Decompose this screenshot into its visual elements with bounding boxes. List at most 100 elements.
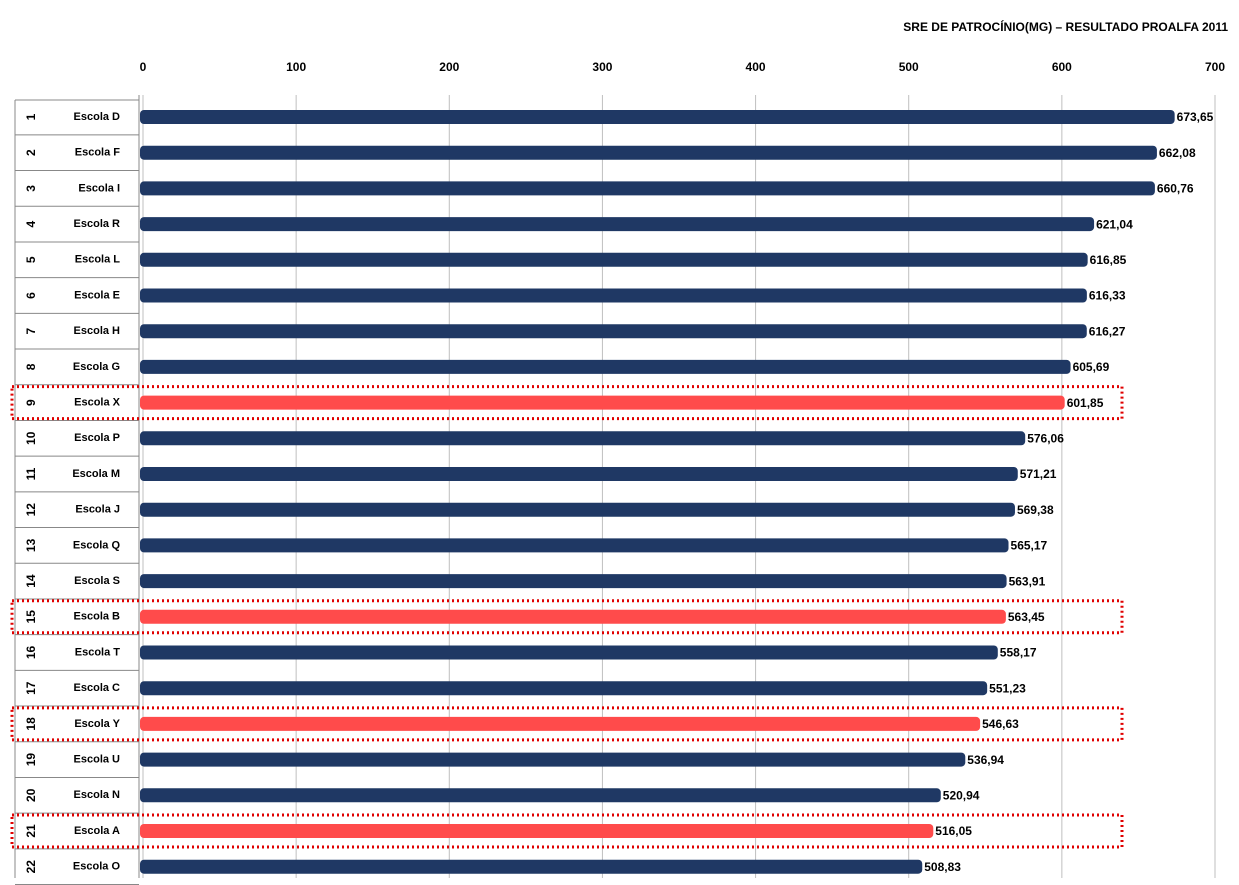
x-tick-label: 500 — [899, 60, 919, 74]
bar — [140, 252, 1088, 267]
rank-label: 4 — [24, 220, 38, 227]
rank-label: 1 — [24, 113, 38, 120]
highlight-box — [10, 599, 1124, 635]
category-label: Escola N — [74, 789, 121, 801]
bar — [140, 645, 998, 660]
value-label: 576,06 — [1027, 431, 1064, 445]
value-label: 520,94 — [943, 788, 980, 802]
bar — [140, 859, 923, 874]
x-tick-label: 700 — [1205, 60, 1225, 74]
bar — [140, 824, 934, 838]
rank-label: 14 — [24, 574, 38, 588]
rank-label: 10 — [24, 431, 38, 445]
value-label: 571,21 — [1020, 467, 1057, 481]
rank-label: 11 — [24, 467, 38, 480]
bar — [140, 181, 1155, 196]
category-label: Escola Y — [74, 718, 120, 730]
highlight-box — [10, 706, 1124, 742]
category-label: Escola Q — [73, 539, 121, 551]
category-label: Escola U — [74, 754, 121, 766]
category-label: Escola X — [74, 397, 121, 409]
rank-label: 20 — [24, 788, 38, 802]
value-label: 605,69 — [1073, 360, 1110, 374]
category-label: Escola D — [74, 111, 121, 123]
value-label: 516,05 — [935, 824, 972, 838]
bar — [140, 502, 1015, 517]
category-label: Escola I — [78, 182, 120, 194]
bar — [140, 716, 981, 731]
bar — [140, 145, 1157, 160]
category-label: Escola G — [73, 361, 120, 373]
highlight-box — [10, 813, 1124, 849]
x-tick-label: 100 — [286, 60, 306, 74]
value-label: 662,08 — [1159, 146, 1196, 160]
category-label: Escola F — [75, 147, 121, 159]
value-label: 563,91 — [1009, 574, 1046, 588]
rank-label: 19 — [24, 753, 38, 767]
rank-label: 13 — [24, 538, 38, 552]
rank-label: 3 — [24, 185, 38, 192]
bar — [140, 431, 1026, 446]
x-tick-label: 400 — [746, 60, 766, 74]
category-label: Escola J — [75, 504, 120, 516]
category-label: Escola S — [74, 575, 120, 587]
bar — [140, 110, 1175, 124]
rank-label: 5 — [24, 256, 38, 263]
rank-label: 18 — [24, 717, 38, 731]
value-label: 621,04 — [1096, 217, 1133, 231]
value-label: 616,33 — [1089, 289, 1126, 303]
value-label: 536,94 — [967, 753, 1004, 767]
bar — [140, 609, 1006, 624]
value-label: 565,17 — [1011, 539, 1048, 553]
category-label: Escola H — [74, 325, 121, 337]
value-label: 551,23 — [989, 681, 1026, 695]
rank-label: 6 — [24, 292, 38, 299]
category-label: Escola R — [74, 218, 121, 230]
rank-label: 16 — [24, 646, 38, 660]
value-label: 563,45 — [1008, 610, 1045, 624]
rank-label: 2 — [24, 149, 38, 156]
chart-title: SRE DE PATROCÍNIO(MG) – RESULTADO PROALF… — [903, 19, 1228, 34]
category-label: Escola B — [74, 611, 121, 623]
x-tick-label: 200 — [439, 60, 459, 74]
bar — [140, 574, 1007, 589]
rank-label: 17 — [24, 681, 38, 695]
rank-label: 7 — [24, 328, 38, 335]
category-label: Escola M — [72, 468, 120, 480]
value-label: 673,65 — [1177, 110, 1214, 124]
value-label: 660,76 — [1157, 182, 1194, 196]
category-label: Escola P — [74, 432, 120, 444]
bar — [140, 681, 988, 696]
value-label: 569,38 — [1017, 503, 1054, 517]
bar — [140, 324, 1087, 339]
bar — [140, 288, 1087, 303]
bar — [140, 359, 1071, 374]
value-label: 508,83 — [924, 860, 961, 874]
highlight-box — [10, 385, 1124, 421]
category-label: Escola T — [75, 646, 121, 658]
category-label: Escola C — [74, 682, 121, 694]
bar — [140, 788, 941, 803]
x-tick-label: 300 — [592, 60, 612, 74]
bar — [140, 467, 1018, 481]
value-label: 616,85 — [1090, 253, 1127, 267]
value-label: 601,85 — [1067, 396, 1104, 410]
rank-label: 9 — [24, 399, 38, 406]
value-label: 558,17 — [1000, 646, 1037, 660]
category-label: Escola L — [75, 254, 121, 266]
bar — [140, 538, 1009, 553]
bar — [140, 217, 1095, 232]
rank-label: 22 — [24, 860, 38, 874]
rank-label: 12 — [24, 503, 38, 517]
value-label: 616,27 — [1089, 324, 1126, 338]
bar — [140, 395, 1065, 410]
x-tick-label: 600 — [1052, 60, 1072, 74]
rank-label: 8 — [24, 363, 38, 370]
category-label: Escola A — [74, 825, 120, 837]
category-label: Escola O — [73, 861, 121, 873]
bar — [140, 752, 966, 767]
value-label: 546,63 — [982, 717, 1019, 731]
rank-label: 15 — [24, 610, 38, 624]
x-tick-label: 0 — [140, 60, 147, 74]
